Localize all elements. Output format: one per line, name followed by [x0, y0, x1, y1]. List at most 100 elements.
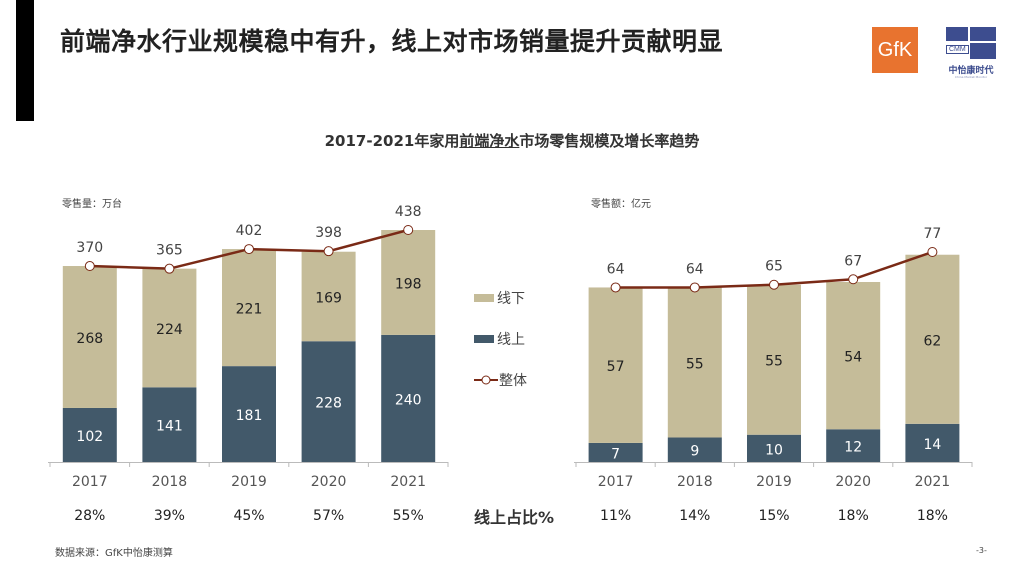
bar-label-online: 10 [765, 442, 783, 458]
legend-label-total: 整体 [499, 373, 527, 389]
bar-offline [905, 254, 960, 424]
x-tick-label: 2020 [835, 474, 871, 490]
bar-label-online: 12 [844, 440, 862, 456]
bar-label-offline: 198 [395, 276, 422, 292]
bar-label-offline: 169 [315, 290, 342, 306]
total-point [323, 246, 334, 257]
bar-online [301, 341, 356, 462]
gfk-logo-text: GfK [877, 38, 913, 61]
cmm-logo-block [970, 27, 996, 41]
total-label: 438 [395, 204, 422, 220]
cmm-logo-mark: CMM [946, 45, 969, 54]
accent-bar [16, 0, 34, 121]
total-point [610, 282, 621, 293]
data-source: 数据来源：GfK中怡康测算 [55, 548, 173, 559]
x-tick-label: 2017 [598, 474, 634, 490]
online-share-value: 57% [313, 508, 344, 524]
total-label: 370 [76, 240, 103, 256]
page-title: 前端净水行业规模稳中有升，线上对市场销量提升贡献明显 [60, 27, 724, 56]
online-share-value: 15% [758, 508, 789, 524]
bar-online [588, 442, 643, 462]
x-tick-label: 2020 [311, 474, 347, 490]
online-share-value: 39% [154, 508, 185, 524]
legend: 线下 线上 整体 [474, 288, 527, 411]
cmm-logo-block [946, 27, 968, 41]
legend-label-online: 线上 [497, 332, 525, 348]
online-share-value: 11% [600, 508, 631, 524]
total-label: 64 [686, 261, 704, 277]
bar-label-online: 181 [236, 408, 263, 424]
x-tick-label: 2021 [390, 474, 426, 490]
total-point [164, 263, 175, 274]
bar-label-offline: 55 [686, 356, 704, 372]
total-label: 402 [236, 223, 263, 239]
bar-label-offline: 221 [236, 302, 263, 318]
cmm-logo-subtitle: China Market Monitor [954, 75, 988, 79]
cmm-logo: CMM 中怡康时代 China Market Monitor [942, 27, 1000, 79]
bar-online [142, 387, 197, 462]
x-tick-label: 2018 [677, 474, 713, 490]
total-point [84, 261, 95, 272]
gfk-logo: GfK [872, 27, 918, 73]
volume-chart [48, 225, 449, 467]
total-label: 398 [315, 225, 342, 241]
bar-online [222, 366, 276, 462]
bar-label-offline: 268 [76, 331, 103, 347]
bar-offline [747, 284, 801, 435]
chart-title-prefix: 2017-2021年家用 [324, 132, 460, 150]
bar-offline [588, 287, 643, 443]
page-number: -3- [976, 546, 987, 555]
total-label: 67 [844, 253, 862, 269]
legend-item-total: 整体 [474, 370, 527, 390]
bar-label-online: 9 [690, 444, 699, 460]
bar-online [905, 423, 960, 462]
x-tick-label: 2018 [152, 474, 188, 490]
legend-swatch-online [474, 335, 494, 343]
online-share-value: 55% [393, 508, 424, 524]
legend-swatch-offline [474, 294, 494, 302]
online-share-value: 45% [233, 508, 264, 524]
x-tick-label: 2017 [72, 474, 108, 490]
online-share-value: 14% [679, 508, 710, 524]
total-point [927, 247, 938, 257]
total-label: 365 [156, 243, 183, 259]
bar-label-online: 141 [156, 419, 183, 435]
total-point [689, 282, 700, 293]
legend-line-marker-icon [474, 375, 498, 385]
bar-label-online: 7 [611, 446, 620, 462]
bar-label-online: 102 [76, 429, 103, 445]
x-tick-label: 2021 [915, 474, 951, 490]
total-label: 64 [607, 261, 625, 277]
bar-online [826, 429, 881, 462]
bar-offline [301, 251, 356, 342]
legend-item-offline: 线下 [474, 288, 527, 308]
legend-item-online: 线上 [474, 329, 527, 349]
bar-offline [667, 287, 722, 438]
bar-online [747, 434, 801, 462]
value-chart [574, 247, 973, 467]
cmm-logo-block [970, 43, 996, 59]
bar-offline [62, 266, 117, 408]
bar-label-offline: 224 [156, 322, 183, 338]
total-point [769, 279, 779, 290]
chart-title-underlined: 前端净水 [459, 132, 520, 150]
bar-online [381, 334, 436, 462]
online-share-value: 18% [917, 508, 948, 524]
right-chart-unit: 零售额：亿元 [591, 199, 651, 210]
bar-label-online: 240 [395, 392, 422, 408]
bar-label-offline: 55 [765, 354, 783, 370]
bar-online [667, 437, 722, 462]
x-tick-label: 2019 [756, 474, 792, 490]
bar-label-online: 228 [315, 396, 342, 412]
legend-label-offline: 线下 [497, 291, 525, 307]
online-share-value: 28% [74, 508, 105, 524]
bar-label-offline: 54 [844, 350, 862, 366]
online-share-row-label: 线上占比% [474, 508, 555, 527]
bar-offline [222, 249, 276, 367]
total-label: 77 [923, 226, 941, 242]
total-label: 65 [765, 259, 783, 275]
bar-label-online: 14 [923, 437, 941, 453]
total-point [403, 225, 414, 235]
chart-title: 2017-2021年家用前端净水市场零售规模及增长率趋势 [0, 130, 1024, 151]
